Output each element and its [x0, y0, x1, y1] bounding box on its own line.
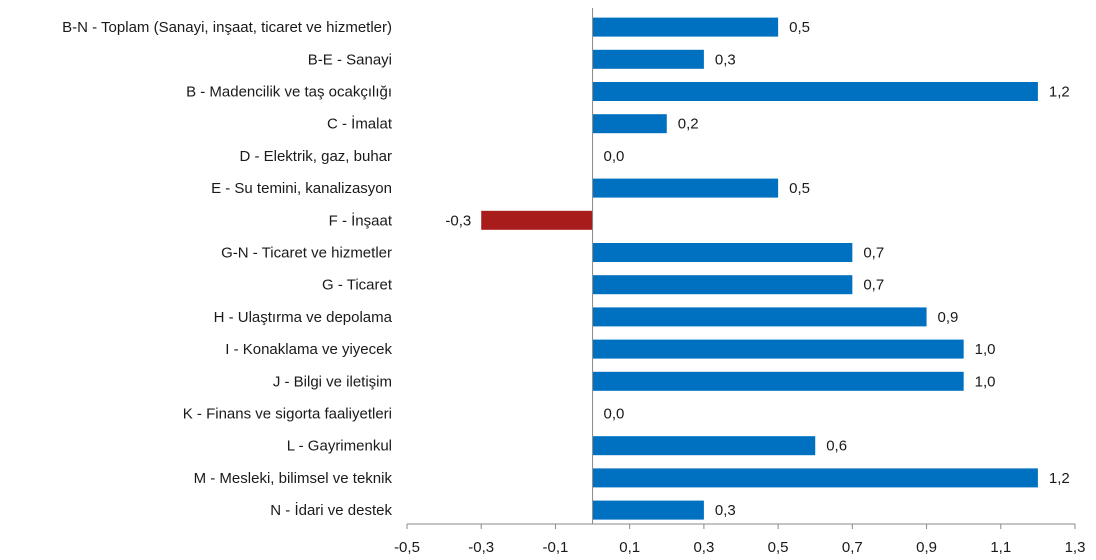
category-label: G - Ticaret — [322, 277, 393, 294]
bar — [592, 468, 1038, 488]
bar — [592, 82, 1038, 101]
x-tick-label: -0,1 — [543, 539, 569, 556]
bar — [592, 49, 704, 69]
category-label: E - Su temini, kanalizasyon — [211, 180, 392, 197]
category-label: C - İmalat — [327, 115, 393, 133]
bar — [592, 307, 927, 327]
bar — [592, 243, 853, 262]
x-tick-label: -0,5 — [394, 539, 420, 556]
value-label: 1,2 — [1049, 470, 1070, 487]
x-tick-label: 0,1 — [619, 539, 640, 556]
category-label: M - Mesleki, bilimsel ve teknik — [194, 470, 393, 487]
bar — [592, 17, 779, 37]
value-label: -0,3 — [445, 212, 471, 229]
value-label: 1,0 — [975, 373, 996, 390]
bar — [592, 371, 964, 391]
x-tick-label: 0,7 — [842, 539, 863, 556]
x-axis-ticks: -0,5 -0,3 -0,1 0,1 0,3 0,5 0,7 0,9 1,1 1,3 — [394, 524, 1085, 556]
category-label: I - Konaklama ve yiyecek — [225, 341, 392, 358]
bar — [592, 114, 667, 134]
bar — [481, 210, 593, 230]
value-labels: 0,5 0,3 1,2 0,2 0,0 0,5 -0,3 0,7 0,7 0,9 1,0 1,0 0,0… — [445, 19, 1069, 519]
bar — [592, 275, 853, 295]
value-label: 0,9 — [938, 309, 959, 326]
value-label: 0,5 — [789, 19, 810, 36]
value-label: 0,0 — [604, 406, 625, 423]
bar — [592, 500, 704, 520]
x-tick-label: 0,9 — [916, 539, 937, 556]
bar — [592, 178, 779, 198]
category-label: B-E - Sanayi — [308, 51, 392, 68]
x-tick-label: 1,3 — [1065, 539, 1086, 556]
category-label: K - Finans ve sigorta faaliyetleri — [183, 406, 392, 423]
category-labels: B-N - Toplam (Sanayi, inşaat, ticaret ve… — [62, 19, 393, 519]
value-label: 0,5 — [789, 180, 810, 197]
bars-group — [481, 17, 1038, 520]
category-label: G-N - Ticaret ve hizmetler — [221, 245, 392, 262]
category-label: L - Gayrimenkul — [287, 438, 392, 455]
bar — [592, 339, 964, 359]
value-label: 0,7 — [863, 245, 884, 262]
axes-group — [407, 8, 1075, 525]
category-label: F - İnşaat — [329, 211, 393, 229]
value-label: 1,2 — [1049, 84, 1070, 101]
value-label: 0,7 — [863, 277, 884, 294]
x-tick-label: 0,5 — [768, 539, 789, 556]
bar — [592, 436, 816, 456]
category-label: J - Bilgi ve iletişim — [273, 373, 392, 390]
category-label: B - Madencilik ve taş ocakçılığı — [186, 84, 392, 101]
value-label: 0,2 — [678, 116, 699, 133]
category-label: B-N - Toplam (Sanayi, inşaat, ticaret ve… — [62, 19, 392, 36]
x-tick-label: 0,3 — [693, 539, 714, 556]
value-label: 0,3 — [715, 502, 736, 519]
value-label: 1,0 — [975, 341, 996, 358]
x-tick-label: -0,3 — [468, 539, 494, 556]
category-label: D - Elektrik, gaz, buhar — [239, 148, 392, 165]
value-label: 0,3 — [715, 51, 736, 68]
x-tick-label: 1,1 — [990, 539, 1011, 556]
category-label: N - İdari ve destek — [270, 501, 392, 519]
value-label: 0,6 — [826, 438, 847, 455]
value-label: 0,0 — [604, 148, 625, 165]
category-label: H - Ulaştırma ve depolama — [214, 309, 393, 326]
